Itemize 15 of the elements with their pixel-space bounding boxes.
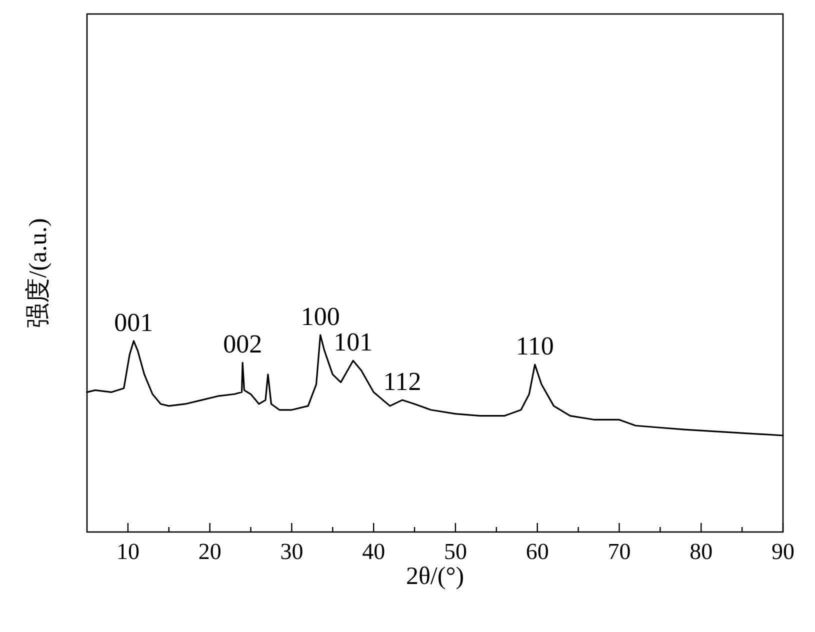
annotation: 110 <box>516 332 554 361</box>
x-tick-label: 70 <box>608 539 631 564</box>
x-tick-label: 50 <box>444 539 467 564</box>
x-tick-label: 60 <box>526 539 549 564</box>
annotation: 001 <box>114 308 154 337</box>
x-axis-title: 2θ/(°) <box>406 563 464 590</box>
y-axis-title: 强度/(a.u.) <box>24 218 52 328</box>
x-tick-label: 10 <box>116 539 140 564</box>
x-tick-label: 40 <box>362 539 386 564</box>
x-tick-label: 80 <box>690 539 713 564</box>
x-tick-label: 30 <box>280 539 304 564</box>
annotation: 002 <box>223 330 262 359</box>
annotation: 112 <box>383 367 422 396</box>
x-tick-label: 20 <box>198 539 222 564</box>
x-tick-label: 90 <box>772 539 794 564</box>
